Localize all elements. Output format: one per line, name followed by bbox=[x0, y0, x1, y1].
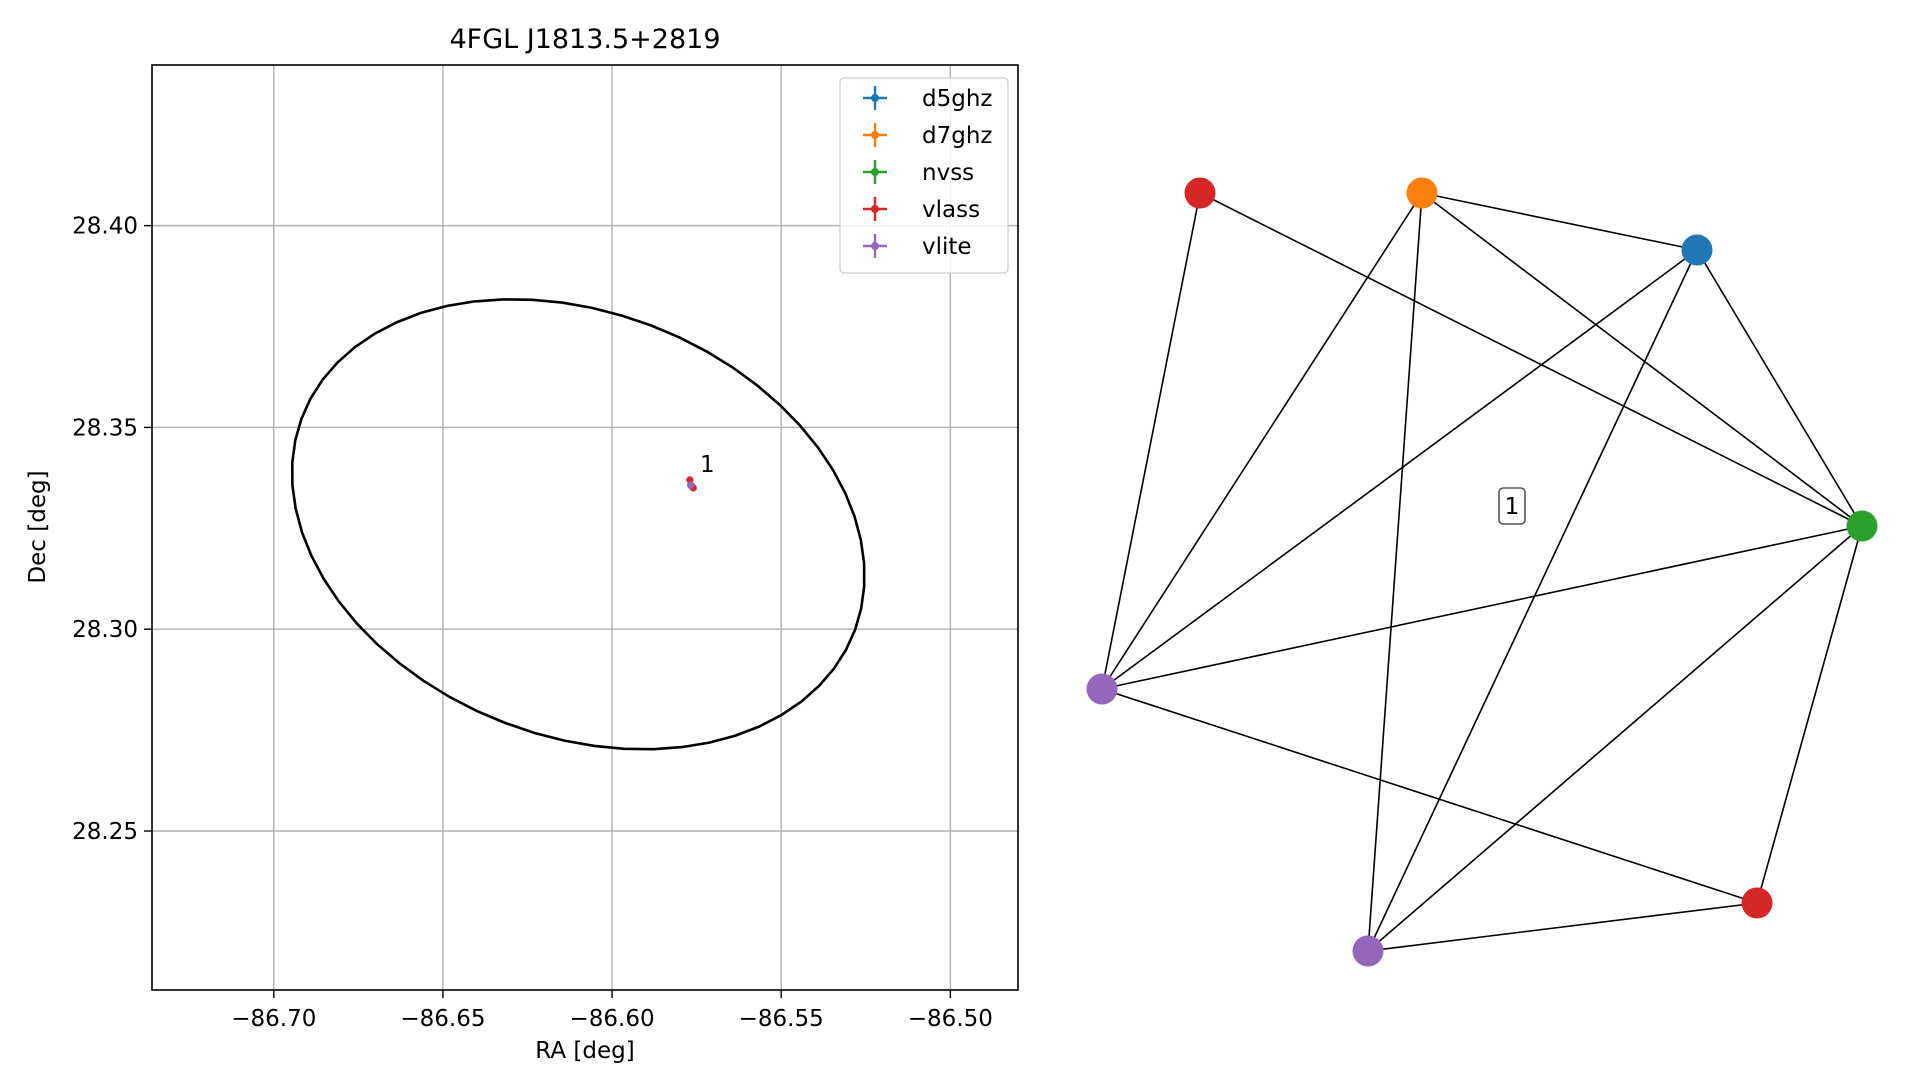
network-node bbox=[1086, 673, 1118, 705]
axis-ticks: −86.70 −86.65 −86.60 −86.55 −86.50 28.25 28.30… bbox=[72, 214, 993, 1032]
network-edge bbox=[1367, 525, 1863, 952]
plot-area: 1 bbox=[290, 298, 866, 751]
legend-label-d5ghz: d5ghz bbox=[922, 86, 992, 112]
network-edge bbox=[1421, 192, 1698, 251]
scatter-plot: 4FGL J1813.5+2819 1 −86.70 −86.65 −86.60 −8… bbox=[25, 24, 1019, 1064]
network-edge bbox=[1421, 192, 1863, 527]
network-edge bbox=[1696, 249, 1863, 527]
legend-label-d7ghz: d7ghz bbox=[922, 123, 992, 149]
network-edge bbox=[1756, 525, 1863, 904]
y-tick-label: 28.25 bbox=[72, 819, 138, 845]
y-axis-label: Dec [deg] bbox=[25, 470, 51, 583]
x-tick-label: −86.65 bbox=[400, 1006, 485, 1032]
group-label: 1 bbox=[1505, 494, 1520, 520]
point-annotation: 1 bbox=[700, 452, 715, 478]
network-edge bbox=[1101, 525, 1863, 690]
network-node bbox=[1184, 177, 1216, 209]
x-tick-label: −86.50 bbox=[908, 1006, 993, 1032]
legend-marker-d5ghz bbox=[871, 94, 879, 102]
y-tick-label: 28.35 bbox=[72, 415, 138, 441]
x-axis-label: RA [deg] bbox=[535, 1038, 634, 1064]
network-edge bbox=[1101, 192, 1423, 690]
legend-marker-nvss bbox=[871, 168, 879, 176]
legend: d5ghz d7ghz nvss vlass vlite bbox=[839, 77, 1009, 274]
chart-title: 4FGL J1813.5+2819 bbox=[449, 24, 720, 55]
legend-label-nvss: nvss bbox=[922, 160, 974, 186]
y-tick-label: 28.40 bbox=[72, 214, 138, 240]
network-edge bbox=[1367, 249, 1698, 952]
data-point-vlass bbox=[686, 476, 694, 484]
x-tick-label: −86.60 bbox=[570, 1006, 655, 1032]
network-edge bbox=[1101, 192, 1201, 690]
network-node bbox=[1406, 177, 1438, 209]
legend-label-vlite: vlite bbox=[922, 234, 972, 260]
network-edge bbox=[1101, 688, 1758, 904]
data-point-vlite bbox=[686, 481, 695, 489]
legend-marker-d7ghz bbox=[871, 131, 879, 139]
legend-marker-vlite bbox=[871, 242, 879, 250]
network-graph: 1 bbox=[1086, 177, 1878, 967]
legend-marker-vlass bbox=[871, 205, 879, 213]
x-tick-label: −86.55 bbox=[739, 1006, 824, 1032]
localization-ellipse bbox=[290, 298, 866, 751]
axes-frame bbox=[151, 64, 1019, 991]
network-node bbox=[1741, 887, 1773, 919]
network-edge bbox=[1101, 249, 1698, 690]
network-node bbox=[1846, 510, 1878, 542]
legend-label-vlass: vlass bbox=[922, 197, 980, 223]
network-edge bbox=[1367, 902, 1758, 952]
network-node bbox=[1352, 935, 1384, 967]
legend-box bbox=[839, 77, 1009, 274]
y-tick-label: 28.30 bbox=[72, 617, 138, 643]
network-edge bbox=[1367, 192, 1423, 952]
network-edge bbox=[1199, 192, 1863, 527]
group-label-box bbox=[1498, 487, 1526, 525]
network-node bbox=[1681, 234, 1713, 266]
x-tick-label: −86.70 bbox=[231, 1006, 316, 1032]
